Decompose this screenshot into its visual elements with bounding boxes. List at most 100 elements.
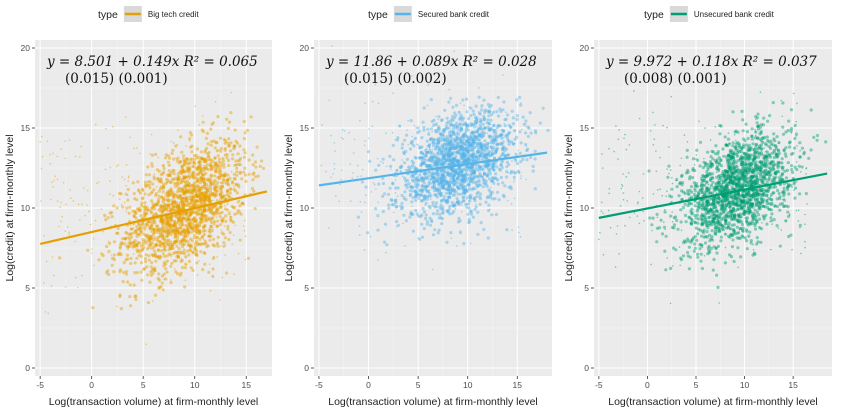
data-point	[490, 113, 494, 117]
data-point	[154, 203, 158, 207]
data-point	[186, 167, 190, 171]
data-point	[441, 179, 445, 183]
data-point	[420, 161, 425, 165]
data-point	[227, 120, 232, 124]
data-point	[722, 154, 726, 158]
data-point	[192, 176, 196, 180]
data-point	[237, 162, 241, 167]
data-point	[491, 197, 495, 201]
data-point	[741, 178, 746, 182]
data-point	[251, 172, 255, 176]
data-point	[470, 171, 474, 175]
data-point	[432, 176, 437, 180]
data-point	[436, 141, 440, 145]
data-point	[718, 132, 722, 136]
data-point	[186, 249, 190, 253]
data-point	[202, 158, 206, 162]
data-point	[189, 266, 193, 270]
data-point	[233, 144, 237, 148]
data-point	[191, 195, 195, 199]
data-point	[411, 185, 415, 189]
data-point	[757, 166, 761, 170]
data-point	[227, 144, 231, 148]
data-point	[461, 135, 465, 139]
data-point	[133, 261, 137, 265]
data-point	[464, 161, 467, 164]
data-point	[204, 157, 208, 161]
data-point	[435, 179, 439, 183]
data-point	[201, 166, 206, 170]
data-point	[202, 209, 206, 214]
data-point	[434, 205, 438, 209]
data-point	[150, 252, 154, 257]
data-point	[351, 177, 354, 179]
data-point	[472, 176, 476, 180]
data-point	[126, 235, 130, 240]
data-point	[393, 199, 397, 203]
data-point	[672, 226, 676, 230]
data-point	[435, 157, 439, 161]
data-point	[708, 223, 712, 227]
data-point	[192, 229, 197, 233]
data-point	[739, 215, 743, 219]
data-point	[490, 139, 494, 143]
data-point	[732, 176, 736, 180]
data-point	[442, 138, 447, 142]
data-point	[110, 254, 113, 256]
data-point	[489, 154, 493, 158]
data-point	[455, 159, 459, 163]
data-point	[206, 244, 210, 248]
data-point	[195, 156, 199, 160]
data-point	[182, 252, 187, 256]
data-point	[180, 171, 184, 175]
data-point	[739, 207, 744, 211]
data-point	[506, 133, 510, 137]
data-point	[457, 176, 459, 178]
data-point	[771, 185, 775, 189]
data-point	[510, 169, 514, 174]
data-point	[460, 128, 464, 132]
data-point	[479, 141, 483, 145]
data-point	[442, 185, 446, 189]
data-point	[178, 218, 182, 223]
data-point	[199, 200, 203, 204]
data-point	[450, 158, 454, 162]
data-point	[708, 233, 712, 237]
data-point	[218, 205, 222, 209]
data-point	[222, 178, 226, 183]
data-point	[155, 238, 159, 242]
data-point	[191, 251, 195, 255]
data-point	[751, 253, 755, 257]
data-point	[209, 207, 213, 212]
data-point	[390, 198, 394, 203]
data-point	[722, 187, 726, 191]
data-point	[664, 268, 668, 272]
data-point	[765, 143, 769, 147]
data-point	[213, 156, 217, 160]
data-point	[724, 195, 728, 199]
data-point	[716, 196, 721, 200]
data-point	[409, 119, 413, 123]
data-point	[470, 130, 474, 135]
data-point	[231, 220, 235, 224]
data-point	[475, 130, 479, 134]
data-point	[383, 222, 388, 226]
data-point	[419, 188, 423, 192]
data-point	[486, 195, 490, 199]
data-point	[136, 221, 141, 225]
data-point	[492, 139, 495, 141]
data-point	[715, 209, 719, 213]
data-point	[187, 174, 191, 178]
data-point	[225, 189, 230, 193]
data-point	[789, 233, 793, 237]
data-point	[199, 200, 203, 204]
data-point	[229, 141, 233, 145]
data-point	[228, 187, 232, 191]
data-point	[492, 162, 496, 167]
data-point	[771, 163, 776, 167]
data-point	[434, 159, 438, 163]
data-point	[404, 179, 408, 183]
data-point	[411, 229, 415, 233]
data-point	[764, 189, 769, 193]
data-point	[220, 218, 224, 222]
